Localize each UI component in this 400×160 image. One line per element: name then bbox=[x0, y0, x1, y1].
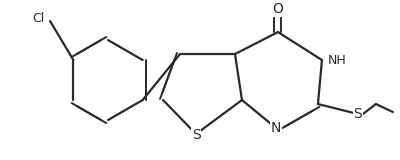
Text: O: O bbox=[272, 2, 284, 16]
Text: Cl: Cl bbox=[32, 12, 44, 25]
Text: N: N bbox=[271, 121, 281, 135]
Text: NH: NH bbox=[328, 54, 347, 67]
Text: S: S bbox=[192, 128, 200, 142]
Text: S: S bbox=[354, 107, 362, 121]
